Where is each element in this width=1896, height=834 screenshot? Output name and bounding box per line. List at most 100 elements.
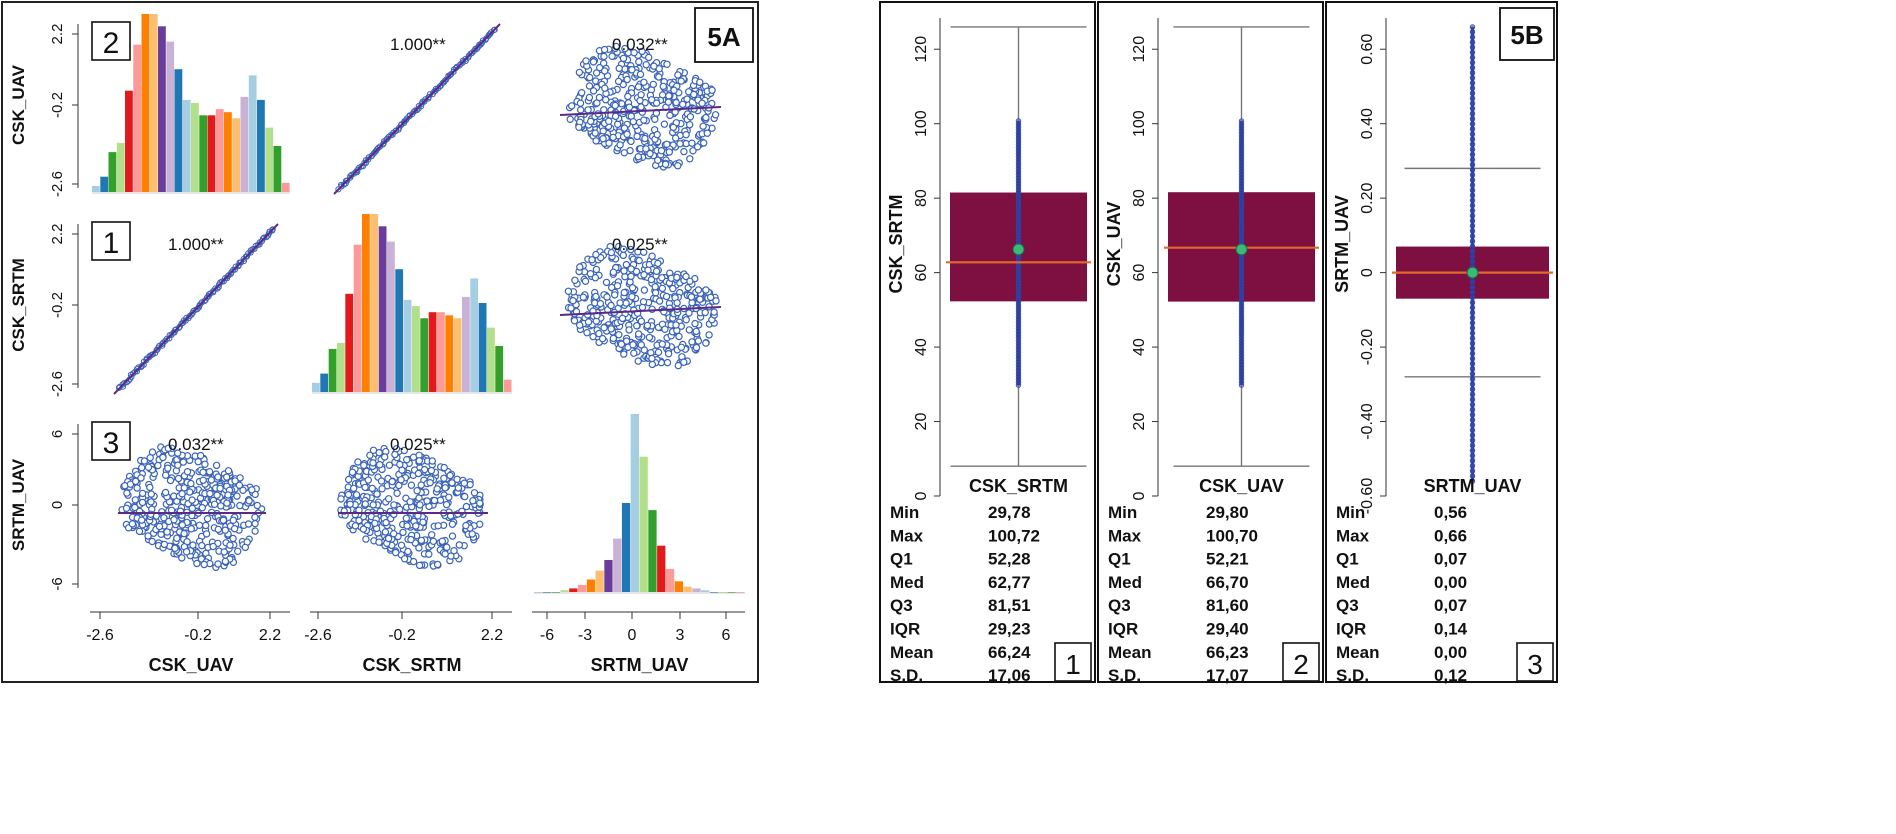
scatter-point [423,497,431,505]
cell-0-2 [559,42,722,171]
scatter-point [637,103,645,111]
scatter-point [619,251,628,260]
corr-label-diff-uav: 0.032** [168,435,224,454]
scatter-point [450,547,458,555]
stat-label: Min [890,503,919,522]
scatter-point [226,541,234,549]
histogram-bar [412,306,420,392]
stat-value: 17,07 [1206,666,1249,685]
scatter-point [630,49,638,57]
y-tick-label: -0.60 [1359,478,1376,515]
y-tick-label: 80 [1131,189,1148,207]
scatter-point [350,484,358,493]
scatter-point [230,525,239,533]
scatter-point [702,113,710,122]
y-tick-label: 80 [913,189,930,207]
scatter-point [644,266,652,274]
scatter-point [686,113,695,121]
y-tick-label: 120 [1131,36,1148,63]
scatter-point [581,277,590,285]
stat-label: Mean [1108,643,1151,662]
panel-number-1: 1 [1065,649,1081,680]
stat-value: 0,56 [1434,503,1467,522]
x-axis-label-CSK_UAV: CSK_UAV [149,655,234,675]
y-tick-label: -2.6 [49,371,66,397]
histogram-bar [639,456,648,592]
scatter-point [609,268,618,276]
scatter-point [468,530,476,538]
scatter-point [385,461,394,469]
fit-line [559,306,722,316]
scatter-point [248,486,256,494]
y-axis-label-SRTM_UAV: SRTM_UAV [1332,195,1352,293]
stat-value: 0,14 [1434,620,1468,639]
scatter-point [212,461,221,470]
x-tick-label: -2.6 [304,627,332,644]
stat-value: 62,77 [988,573,1031,592]
scatter-point [385,495,393,503]
scatter-point [672,321,680,329]
scatter-point [163,335,170,342]
scatter-point [637,317,646,325]
y-tick-label: 0 [913,491,930,500]
scatter-point [352,491,361,499]
scatter-point [345,475,353,484]
stat-value: 100,72 [988,526,1040,545]
scatter-point [160,540,169,549]
scatter-point [207,476,216,484]
scatter-point [447,72,454,79]
y-tick-label: 0 [49,501,66,509]
stat-label: Q3 [890,596,913,615]
corr-label-diff-srtm: 0.025** [390,435,446,454]
scatter-point [706,293,715,302]
scatter-point [235,481,244,489]
scatter-point [611,112,620,121]
scatter-point [605,139,613,147]
scatter-point [247,249,254,256]
scatter-point [233,547,242,556]
scatter-point [131,496,139,504]
scatter-point [379,141,386,148]
scatter-point [233,492,241,500]
scatter-point [640,271,648,279]
scatter-point [455,541,463,549]
scatter-point [159,340,166,347]
scatter-point [445,493,453,501]
scatter-point [407,535,415,544]
scatter-point [617,340,626,348]
stat-label: IQR [1336,620,1366,639]
scatter-point [397,541,406,550]
scatter-point [188,496,196,504]
y-tick-label: 2.2 [49,24,66,45]
scatter-point [607,301,615,310]
scatter-point [198,504,206,512]
scatter-point [619,54,628,63]
histogram-bar [100,176,109,192]
scatter-point [214,473,222,481]
scatter-point [592,292,600,301]
stat-label: Med [1108,573,1142,592]
histogram-bar [586,579,596,592]
scatter-point [178,490,186,498]
scatter-point [231,477,239,485]
scatter-point [645,333,654,342]
scatter-point [616,141,624,149]
scatter-point [448,520,457,528]
scatter-point [640,116,648,124]
y-tick-label: 0 [1131,491,1148,500]
fit-line [559,106,722,116]
scatter-point [634,330,643,338]
scatter-point [620,288,628,297]
histogram-bar [428,312,437,392]
scatter-point [204,294,211,301]
scatter-point [686,155,694,163]
row-number-box [91,21,131,61]
scatter-point [479,37,487,44]
scatter-point [406,498,414,506]
histogram-bar [191,103,199,192]
scatter-point [703,129,712,137]
scatter-point [696,78,704,87]
y-tick-label: -0.2 [49,292,66,318]
panel-label-5a: 5A [707,22,740,52]
